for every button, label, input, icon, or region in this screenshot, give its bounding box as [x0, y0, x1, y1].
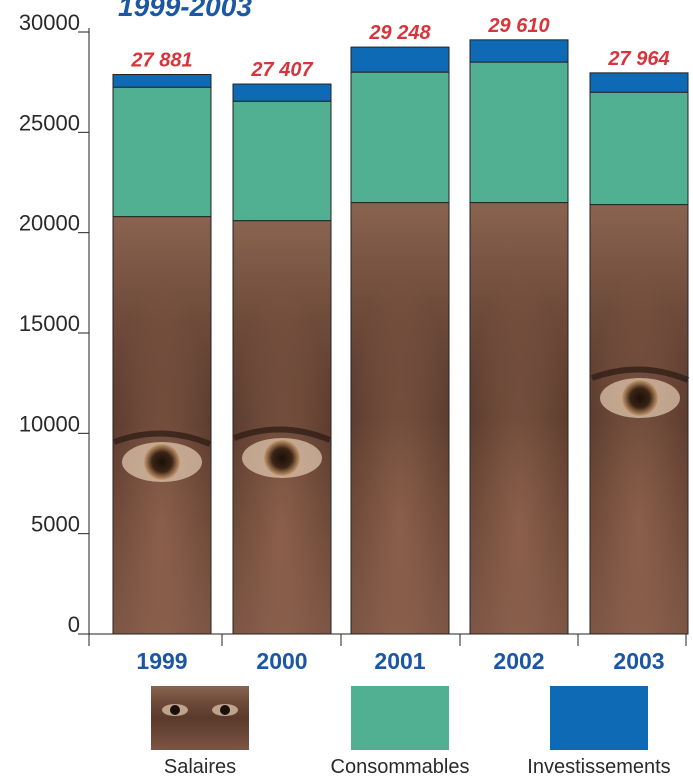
bar-salaires-shade [470, 202, 568, 635]
bar-total-label: 29 248 [368, 22, 431, 44]
bar-total-label: 27 407 [250, 59, 313, 81]
bar-salaires-shade [351, 202, 449, 635]
legend-label: Salaires [164, 756, 236, 778]
photo-eye-detail [590, 366, 690, 418]
bar-consommables-1999 [112, 86, 212, 218]
eye-iris [144, 444, 180, 480]
chart-title: 1999-2003 [118, 0, 252, 22]
bar-investissements-2000 [232, 83, 332, 102]
legend-swatch [550, 686, 648, 750]
legend-label: Investissements [527, 756, 670, 778]
x-tick-label: 1999 [136, 648, 187, 674]
y-tick-label: 5000 [31, 512, 80, 537]
legend-swatch [151, 686, 249, 750]
x-tick-label: 2003 [613, 648, 664, 674]
bar-total-label: 29 610 [487, 15, 549, 37]
bar-salaires-shade [113, 216, 211, 634]
bar-consommables-2000 [232, 100, 332, 222]
eye-iris [622, 380, 658, 416]
x-tick-label: 2000 [256, 648, 307, 674]
eyelid [112, 430, 212, 447]
eyelid [232, 426, 332, 443]
y-tick-label: 30000 [19, 10, 80, 35]
bar-group-1999: 27 881 [112, 50, 212, 635]
bar-group-2003: 27 964 [589, 48, 689, 635]
legend-label: Consommables [331, 756, 470, 778]
legend-item-salaires: Salaires [151, 686, 249, 778]
bar-group-2001: 29 248 [350, 22, 450, 635]
bar-salaires-shade [590, 204, 688, 634]
eye-iris [264, 440, 300, 476]
bar-total-label: 27 964 [607, 48, 669, 70]
bar-consommables-2002 [469, 61, 569, 204]
legend-item-investissements: Investissements [527, 686, 671, 778]
photo-eye-detail [112, 430, 212, 482]
bar-consommables-2003 [589, 91, 689, 206]
photo-eye-detail [232, 426, 332, 478]
legend-eye [170, 705, 180, 715]
bar-investissements-2003 [589, 72, 689, 93]
x-tick-label: 2001 [374, 648, 425, 674]
y-tick-label: 10000 [19, 411, 80, 436]
y-tick-label: 0 [68, 612, 80, 637]
eyelid [590, 366, 690, 383]
bar-investissements-2002 [469, 39, 569, 63]
bar-investissements-2001 [350, 46, 450, 73]
y-tick-label: 20000 [19, 211, 80, 236]
bar-consommables-2001 [350, 71, 450, 204]
legend-item-consommables: Consommables [331, 686, 470, 778]
bar-investissements-1999 [112, 74, 212, 88]
legend-eye [220, 705, 230, 715]
x-tick-label: 2002 [493, 648, 544, 674]
bar-group-2000: 27 407 [232, 59, 332, 635]
bar-total-label: 27 881 [130, 50, 192, 72]
bar-group-2002: 29 610 [469, 15, 569, 635]
y-tick-label: 25000 [19, 110, 80, 135]
legend-swatch [351, 686, 449, 750]
y-tick-label: 15000 [19, 311, 80, 336]
